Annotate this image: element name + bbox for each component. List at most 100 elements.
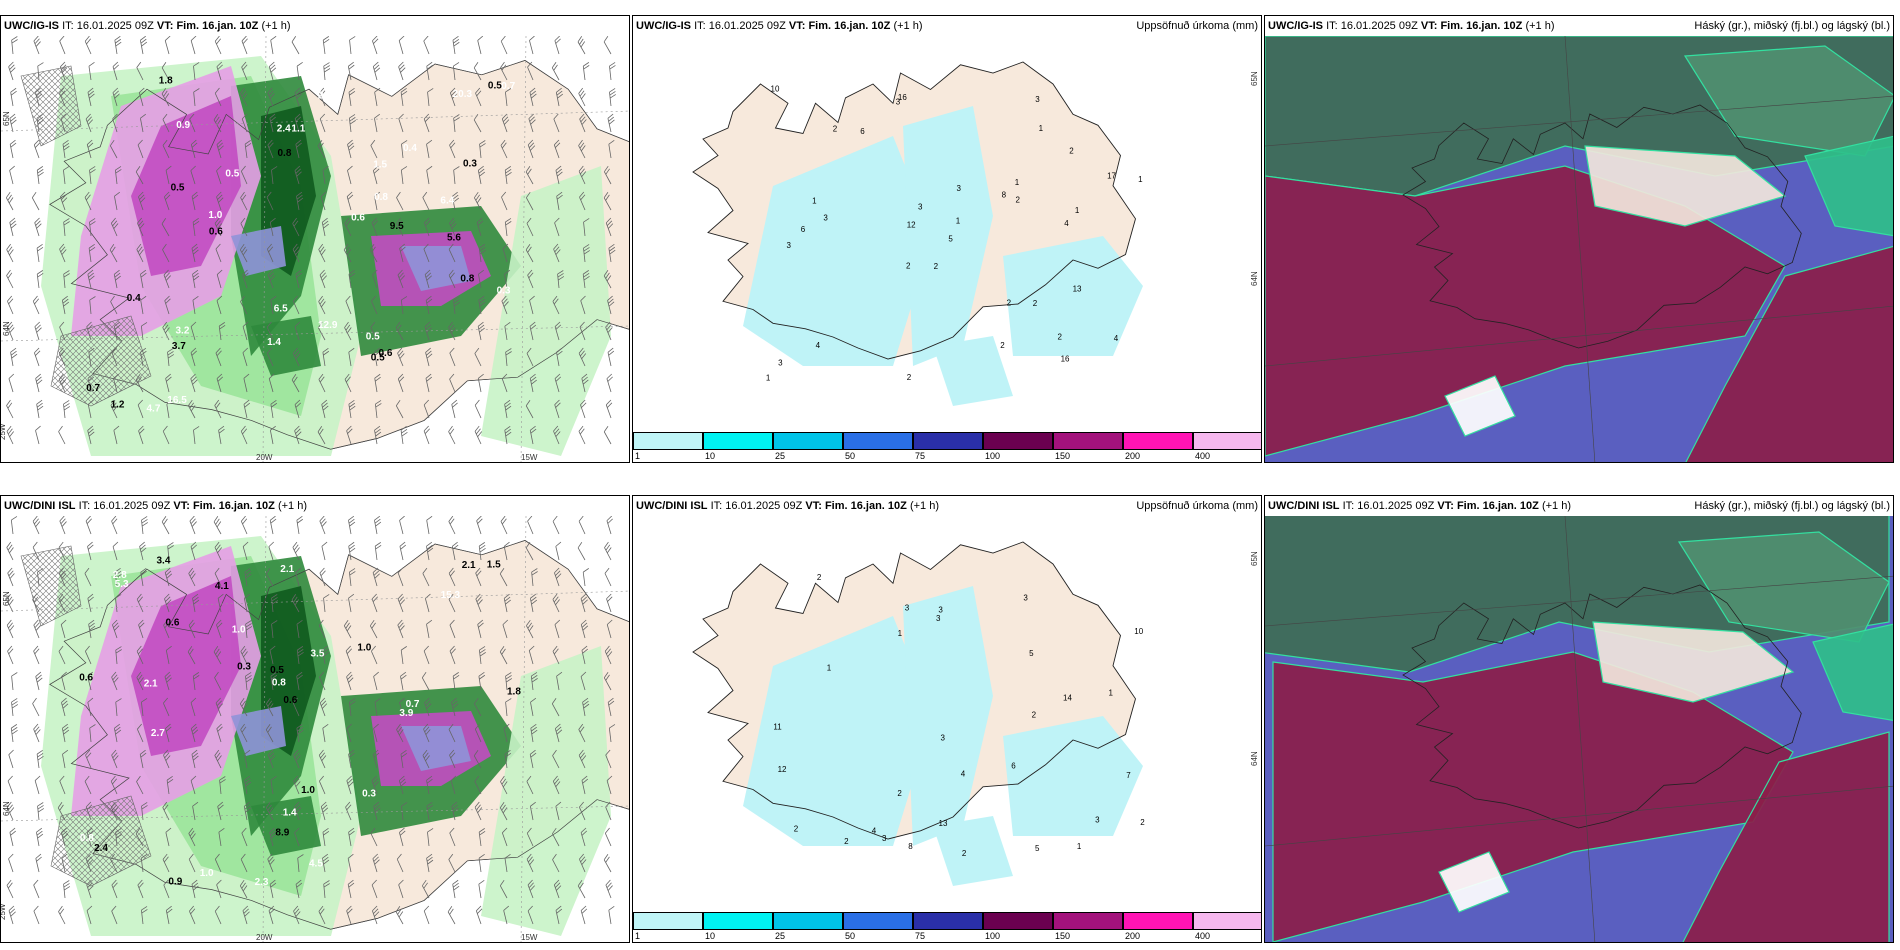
colorbar-swatch <box>1123 912 1193 930</box>
precip-value-label: 0.8 <box>278 148 292 159</box>
precip-value-label: 0.3 <box>237 662 251 673</box>
model-name: UWC/IG-IS <box>4 20 59 32</box>
wind-precip-map: 65N 64N 25W 20W 15W 0.5 0.5 0.3 1.1 0.6 0.7 0.4 1.4 2… <box>1 36 629 462</box>
precip-value-label: 0.5 <box>171 182 185 193</box>
precip-value-label: 4 <box>961 769 966 778</box>
precip-value-label: 2 <box>1140 818 1145 827</box>
init-time-label: IT: <box>1326 20 1338 32</box>
lead-time: (+1 h) <box>277 500 307 512</box>
precip-colorbar: 1 10 25 50 75 100 150 200 400 <box>633 432 1261 462</box>
precip-value-label: 1 <box>1138 175 1143 184</box>
colorbar-tick: 75 <box>915 451 926 461</box>
precip-value-label: 1.8 <box>159 76 173 87</box>
precip-value-label: 3 <box>1023 594 1028 603</box>
init-time-label: IT: <box>78 500 91 512</box>
precip-value-label: 2 <box>962 849 967 858</box>
precip-value-label: 8.9 <box>275 828 289 839</box>
colorbar-tick: 10 <box>705 931 716 941</box>
product-title: Háský (gr.), miðský (fj.bl.) og lágský (… <box>1694 500 1890 512</box>
colorbar-swatch <box>1193 912 1261 930</box>
precip-value-label: 0.7 <box>86 383 100 394</box>
init-time-value: 16.01.2025 09Z <box>1340 20 1418 32</box>
precip-value-label: 4.5 <box>309 859 323 870</box>
colorbar-swatch <box>1193 432 1261 450</box>
precip-value-label: 4 <box>1064 219 1069 228</box>
precip-value-label: 0.8 <box>374 192 388 203</box>
precip-value-label: 16.5 <box>167 395 187 406</box>
precip-value-label: 4 <box>1114 334 1119 343</box>
colorbar-tick: 150 <box>1055 451 1071 461</box>
precip-value-label: 3 <box>918 203 923 212</box>
panel-header: UWC/IG-IS IT: 16.01.2025 09Z VT: Fim. 16… <box>633 16 1261 36</box>
colorbar-tick: 200 <box>1125 451 1141 461</box>
precip-value-label: 1 <box>1039 124 1044 133</box>
colorbar-swatch <box>843 432 913 450</box>
precip-value-label: 3 <box>957 184 962 193</box>
panel-dini-precip: UWC/DINI ISL IT: 16.01.2025 09Z VT: Fim.… <box>632 495 1262 943</box>
valid-time-value: Fim. 16.jan. 10Z <box>808 20 891 32</box>
precip-value-label: 15.3 <box>441 590 461 601</box>
init-time-value: 16.01.2025 09Z <box>1357 500 1435 512</box>
precip-value-label: 2 <box>1016 195 1021 204</box>
precip-value-label: 4 <box>872 827 877 836</box>
precip-value-label: 0.7 <box>406 699 420 710</box>
precip-value-label: 2 <box>897 789 902 798</box>
lon-label-left: 25W <box>1 903 7 920</box>
precip-value-label: 1 <box>1077 842 1082 851</box>
colorbar-tick: 1 <box>635 451 641 461</box>
panel-ig-wind: UWC/IG-IS IT: 16.01.2025 09Z VT: Fim. 16… <box>0 15 630 463</box>
panel-header: UWC/DINI ISL IT: 16.01.2025 09Z VT: Fim.… <box>1265 496 1893 516</box>
precip-value-label: 3 <box>823 214 828 223</box>
precip-value-label: 20.3 <box>453 89 473 100</box>
precip-value-label: 3 <box>941 734 946 743</box>
precip-value-label: 0.5 <box>366 331 380 342</box>
lon-label-mid: 20W <box>256 933 273 942</box>
lead-time: (+1 h) <box>261 20 291 32</box>
colorbar-tick: 200 <box>1125 931 1141 941</box>
precip-value-label: 3.7 <box>172 341 186 352</box>
precip-value-label: 13 <box>1073 284 1082 293</box>
colorbar-tick: 25 <box>775 931 786 941</box>
precip-value-label: 0.7 <box>501 81 515 92</box>
precip-value-label: 2 <box>1007 298 1012 307</box>
colorbar-tick: 10 <box>705 451 716 461</box>
precip-value-label: 1.0 <box>301 785 315 796</box>
precip-value-label: 1.5 <box>487 560 501 571</box>
precip-value-label: 11 <box>773 723 782 732</box>
cloud-cover-map <box>1265 516 1893 942</box>
precip-value-label: 3.4 <box>157 555 171 566</box>
precip-value-label: 17 <box>1107 172 1116 181</box>
colorbar-tick: 150 <box>1055 931 1071 941</box>
colorbar-swatch <box>1053 912 1123 930</box>
precip-value-label: 12 <box>778 765 787 774</box>
precip-value-label: 2 <box>934 262 939 271</box>
model-name: UWC/IG-IS <box>1268 20 1323 32</box>
lead-time: (+1 h) <box>1541 500 1571 512</box>
precip-value-label: 16 <box>898 93 907 102</box>
init-time-label: IT: <box>710 500 723 512</box>
panel-ig-clouds: UWC/IG-IS IT: 16.01.2025 09Z VT: Fim. 16… <box>1264 15 1894 463</box>
panel-dini-clouds: UWC/DINI ISL IT: 16.01.2025 09Z VT: Fim.… <box>1264 495 1894 943</box>
precip-value-label: 2 <box>1032 711 1037 720</box>
precip-value-label: 3.5 <box>311 648 325 659</box>
valid-time-label: VT: <box>156 20 174 32</box>
precip-value-label: 3 <box>938 606 943 615</box>
lon-label-right: 15W <box>521 933 538 942</box>
wind-precip-map: 65N 64N 25W 20W 15W 2.1 0.6 2.8 1.5 2.7 0.9 1.4 0.3 4… <box>1 516 629 942</box>
colorbar-swatch <box>633 912 703 930</box>
lead-time: (+1 h) <box>909 500 939 512</box>
precip-value-label: 0.6 <box>379 348 393 359</box>
lat-label-mid: 64N <box>2 321 11 336</box>
precip-value-label: 0.6 <box>351 213 365 224</box>
colorbar-swatch <box>773 912 843 930</box>
precip-value-label: 1.5 <box>373 160 387 171</box>
lat-label-top: 65N <box>2 111 11 126</box>
init-time-value: 16.01.2025 09Z <box>725 500 803 512</box>
precip-value-label: 1.8 <box>507 686 521 697</box>
product-title: Háský (gr.), miðský (fj.bl.) og lágský (… <box>1694 20 1890 32</box>
precip-value-label: 5.3 <box>115 579 129 590</box>
precip-value-label: 2 <box>1033 299 1038 308</box>
precip-value-label: 0.4 <box>403 143 417 154</box>
precip-value-label: 0.8 <box>272 678 286 689</box>
